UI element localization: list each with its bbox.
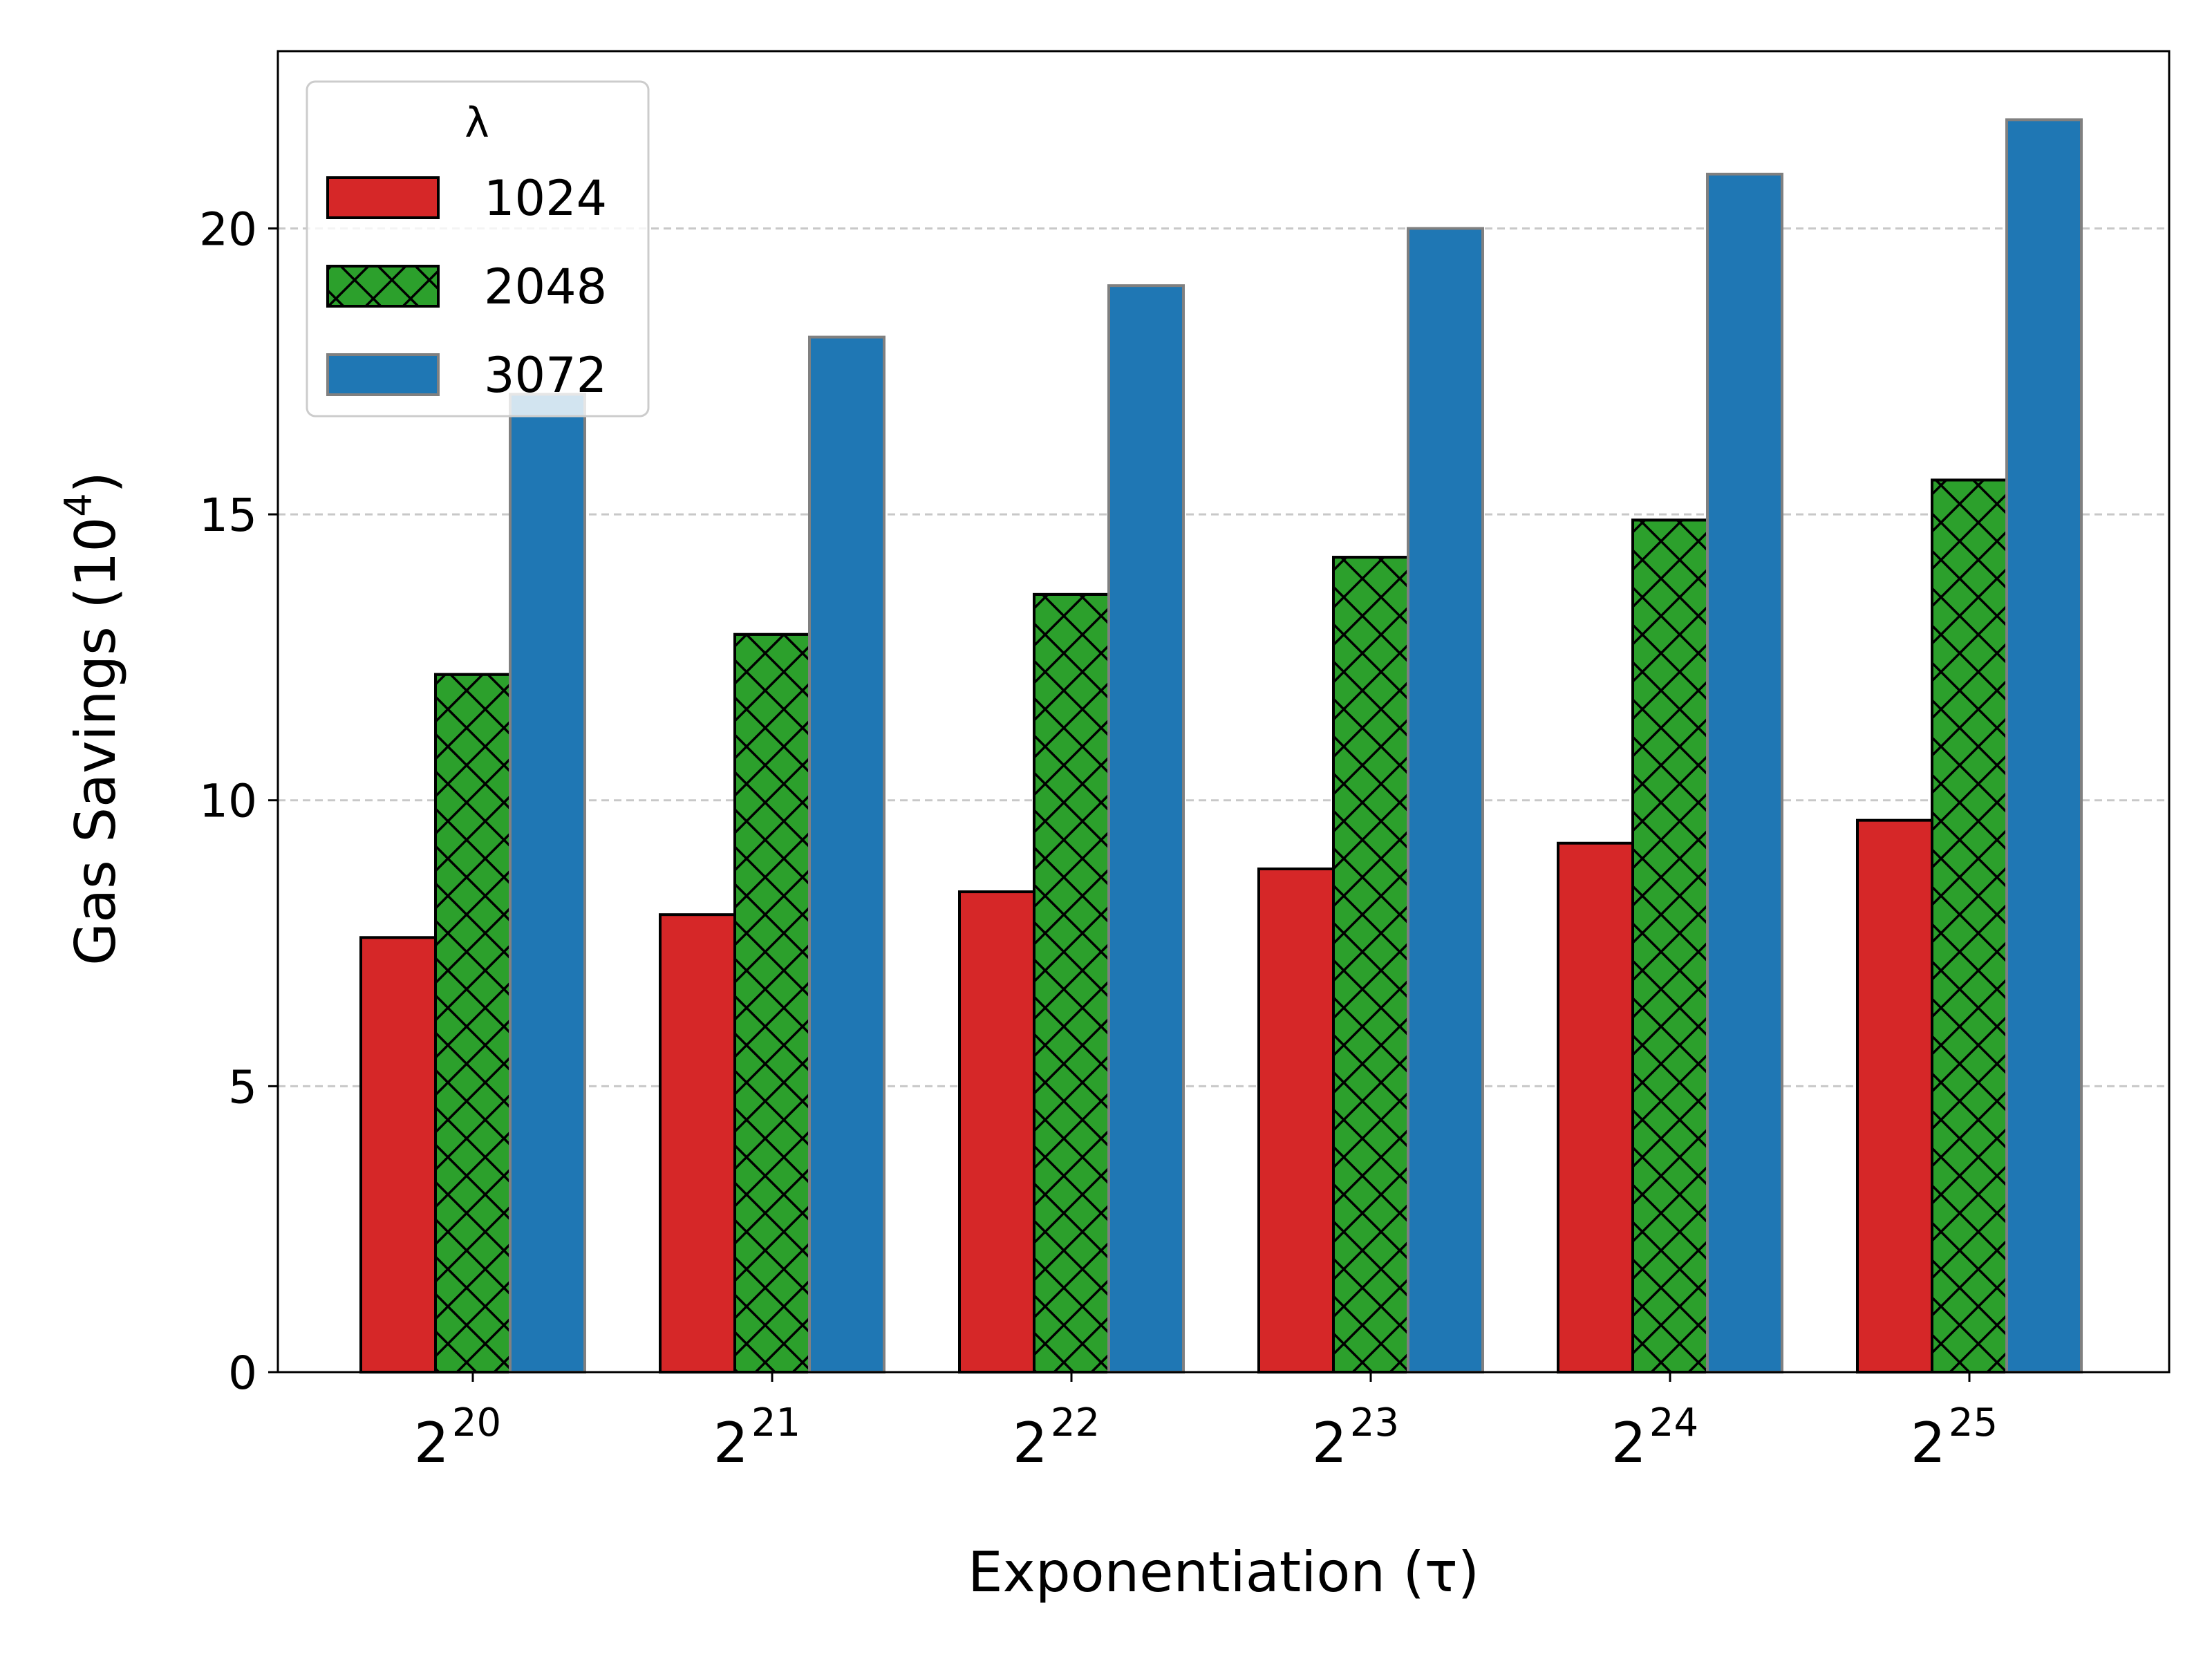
y-tick-label: 10 <box>199 775 257 828</box>
legend: λ 1024 2048 3072 <box>306 80 650 418</box>
y-axis-label-tail: ) <box>64 471 128 493</box>
x-tick-label: 223 <box>1312 1400 1399 1475</box>
x-tick-label: 225 <box>1911 1400 1998 1475</box>
legend-swatch-1024 <box>326 176 440 219</box>
y-axis-ticks: 0 5 10 15 20 <box>199 203 278 1400</box>
y-tick-label: 15 <box>199 489 257 542</box>
bar-1024 <box>1257 868 1335 1374</box>
legend-title: λ <box>465 99 489 147</box>
bars <box>359 118 2083 1374</box>
bar-3072 <box>2005 118 2083 1374</box>
legend-swatch-3072 <box>326 353 440 396</box>
x-tick-label: 222 <box>1013 1400 1100 1475</box>
legend-label-2048: 2048 <box>484 259 607 315</box>
x-axis-ticks: 220 221 222 223 224 225 <box>414 1372 1998 1475</box>
bar-hatch-2048 <box>1333 557 1408 1372</box>
bar-3072 <box>1407 227 1484 1374</box>
bar-hatch-2048 <box>1633 520 1707 1372</box>
y-axis-label: Gas Savings (104) <box>57 471 128 966</box>
y-axis-label-main: Gas Savings (10 <box>64 517 128 966</box>
bar-1024 <box>359 936 437 1374</box>
bar-3072 <box>1706 172 1783 1374</box>
bar-1024 <box>1856 818 1933 1374</box>
x-axis-label: Exponentiation (τ) <box>968 1540 1479 1604</box>
bar-hatch-2048 <box>1034 594 1109 1372</box>
bar-hatch-2048 <box>735 634 809 1373</box>
y-axis-label-exponent: 4 <box>57 493 100 516</box>
y-tick-label: 20 <box>199 203 257 256</box>
x-tick-label: 221 <box>713 1400 800 1475</box>
x-tick-label: 220 <box>414 1400 501 1475</box>
bar-3072 <box>808 335 885 1374</box>
bar-3072 <box>1107 284 1185 1374</box>
legend-label-3072: 3072 <box>484 347 607 404</box>
bar-hatch-2048 <box>1932 480 2007 1372</box>
y-tick-label: 5 <box>228 1060 257 1114</box>
bar-1024 <box>1557 841 1634 1374</box>
bar-3072 <box>509 393 586 1374</box>
plot-frame <box>276 50 2171 1374</box>
y-tick-label: 0 <box>228 1347 257 1400</box>
bar-1024 <box>958 890 1035 1374</box>
legend-label-1024: 1024 <box>484 170 607 227</box>
legend-swatch-hatch-2048 <box>326 265 440 308</box>
bar-hatch-2048 <box>435 674 510 1372</box>
bar-1024 <box>659 913 736 1374</box>
x-tick-label: 224 <box>1611 1400 1698 1475</box>
legend-box <box>306 80 650 418</box>
